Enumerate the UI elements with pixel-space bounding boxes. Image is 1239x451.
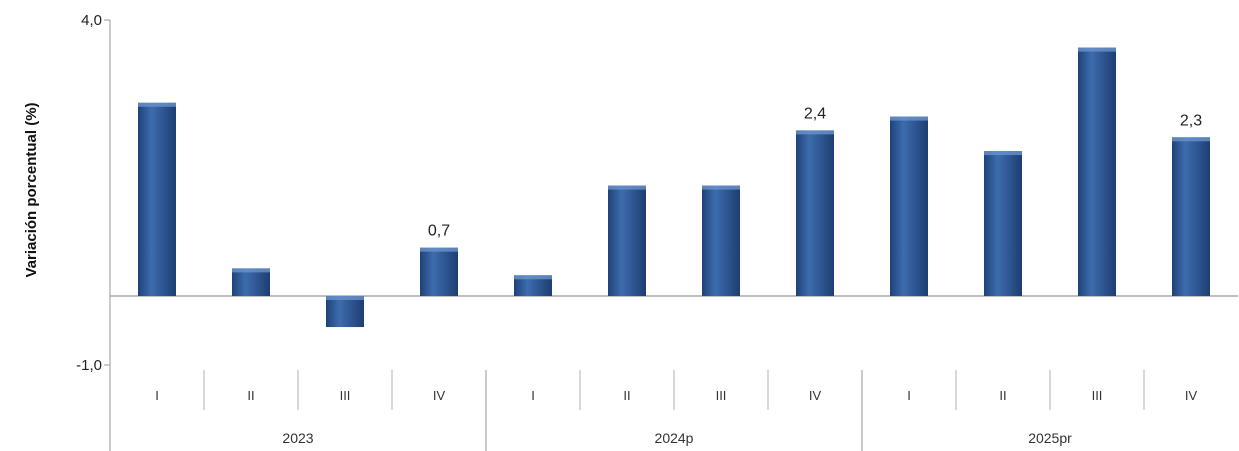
bar-cap [702, 185, 740, 190]
quarter-label: III [716, 388, 727, 403]
quarter-label: IV [433, 388, 446, 403]
data-label: 2,4 [804, 105, 826, 122]
bar-body [514, 275, 552, 296]
bar [1172, 137, 1210, 296]
y-axis-label: Variación porcentual (%) [23, 102, 40, 277]
quarter-label: I [155, 388, 159, 403]
bar-cap [796, 130, 834, 135]
bar-body [702, 185, 740, 296]
bar-cap [608, 185, 646, 190]
bar-body [138, 102, 176, 296]
y-tick-label: 4,0 [81, 12, 102, 29]
bar-cap [326, 296, 364, 300]
bar [608, 185, 646, 296]
bar-cap [1078, 47, 1116, 52]
quarter-label: III [1092, 388, 1103, 403]
bar-body [796, 130, 834, 296]
bar [984, 151, 1022, 296]
bar [796, 130, 834, 296]
bar-cap [420, 247, 458, 252]
bar [514, 275, 552, 296]
bar [702, 185, 740, 296]
data-labels: 0,7 2,4 2,3 [428, 105, 1202, 239]
axes: 4,0 -1,0 [76, 12, 1238, 451]
bar-cap [984, 151, 1022, 156]
quarter-label: II [623, 388, 630, 403]
data-label: 0,7 [428, 223, 450, 240]
bar [1078, 47, 1116, 296]
bar-body [1172, 137, 1210, 296]
quarter-label: I [531, 388, 535, 403]
bar-cap [890, 116, 928, 121]
quarter-label: II [247, 388, 254, 403]
quarter-label: I [907, 388, 911, 403]
bar [326, 296, 364, 328]
bars [138, 47, 1210, 328]
year-group-label: 2023 [282, 430, 313, 446]
bar [420, 247, 458, 296]
bar-body [608, 185, 646, 296]
bar [890, 116, 928, 296]
quarter-label: IV [809, 388, 822, 403]
bar-body [232, 268, 270, 296]
bar-cap [514, 275, 552, 280]
bar-cap [232, 268, 270, 273]
bar-body [1078, 47, 1116, 296]
bar [232, 268, 270, 296]
bar [138, 102, 176, 296]
bar-body [890, 116, 928, 296]
bar-cap [1172, 137, 1210, 142]
bar-body [326, 296, 364, 328]
quarter-label: III [340, 388, 351, 403]
year-group-label: 2025pr [1028, 430, 1072, 446]
bar-body [420, 247, 458, 296]
quarter-label: IV [1185, 388, 1198, 403]
data-label: 2,3 [1180, 112, 1202, 129]
quarter-label: II [999, 388, 1006, 403]
bar-cap [138, 102, 176, 107]
y-tick-label: -1,0 [76, 357, 102, 374]
year-group-label: 2024p [655, 430, 694, 446]
bar-body [984, 151, 1022, 296]
